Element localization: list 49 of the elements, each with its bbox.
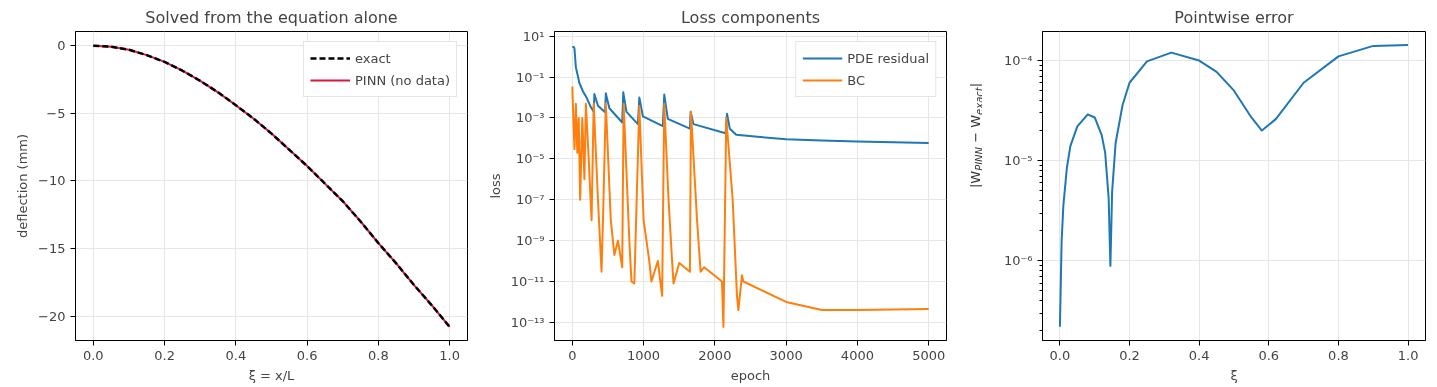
y-axis-title: loss (487, 173, 503, 199)
legend-label: PDE residual (847, 50, 929, 66)
y-tick-label: 10⁻¹¹ (510, 274, 545, 290)
x-axis-title: ξ = x/L (248, 367, 296, 383)
line-series (1058, 43, 1410, 328)
x-tick-label: 0.2 (154, 347, 175, 363)
x-tick-label: 0.4 (225, 347, 247, 363)
y-tick-label: 10⁻⁹ (515, 233, 545, 249)
x-tick-label: 0.6 (1258, 347, 1280, 363)
y-tick-label: −5 (46, 105, 66, 121)
x-tick-label: 0.2 (1119, 347, 1140, 363)
x-tick-label: 0.8 (1328, 347, 1349, 363)
legend-label: BC (847, 72, 867, 88)
y-axis-title: deflection (mm) (15, 133, 31, 239)
chart-title: Solved from the equation alone (145, 7, 398, 27)
x-tick-label: 1000 (627, 347, 661, 363)
x-tick-label: 0.4 (1188, 347, 1210, 363)
y-tick-label: 10⁻¹³ (510, 314, 545, 330)
y-tick-label: 10¹ (522, 28, 545, 44)
y-tick-label: 10⁻⁷ (515, 192, 545, 208)
x-tick-label: 3000 (769, 347, 803, 363)
legend-label: PINN (no data) (354, 72, 450, 88)
x-tick-label: 0.0 (1049, 347, 1071, 363)
y-tick-label: 10⁻¹ (515, 69, 545, 85)
x-tick-label: 1.0 (439, 347, 461, 363)
x-tick-label: 0 (568, 347, 577, 363)
x-tick-label: 2000 (698, 347, 732, 363)
x-tick-label: 0.8 (368, 347, 389, 363)
legend-label: exact (354, 50, 391, 66)
chart-title: Loss components (680, 7, 821, 27)
line-series (571, 85, 930, 328)
y-tick-label: 0 (57, 38, 66, 54)
x-tick-label: 0.0 (82, 347, 104, 363)
x-axis-title: ξ (1230, 367, 1238, 383)
x-axis-title: epoch (730, 367, 771, 383)
y-tick-label: 10⁻⁶ (1003, 253, 1033, 269)
chart-title: Pointwise error (1174, 7, 1295, 27)
x-tick-label: 5000 (912, 347, 946, 363)
y-tick-label: 10⁻⁴ (1003, 53, 1033, 69)
x-tick-label: 4000 (840, 347, 874, 363)
x-tick-label: 1.0 (1397, 347, 1419, 363)
y-tick-label: 10⁻³ (515, 110, 545, 126)
y-tick-label: −15 (38, 241, 66, 257)
y-tick-label: 10⁻⁵ (515, 151, 545, 167)
x-tick-label: 0.6 (296, 347, 318, 363)
y-tick-label: 10⁻⁵ (1003, 153, 1033, 169)
line-series (571, 45, 930, 144)
y-tick-label: −20 (38, 308, 66, 324)
y-tick-label: −10 (38, 173, 66, 189)
